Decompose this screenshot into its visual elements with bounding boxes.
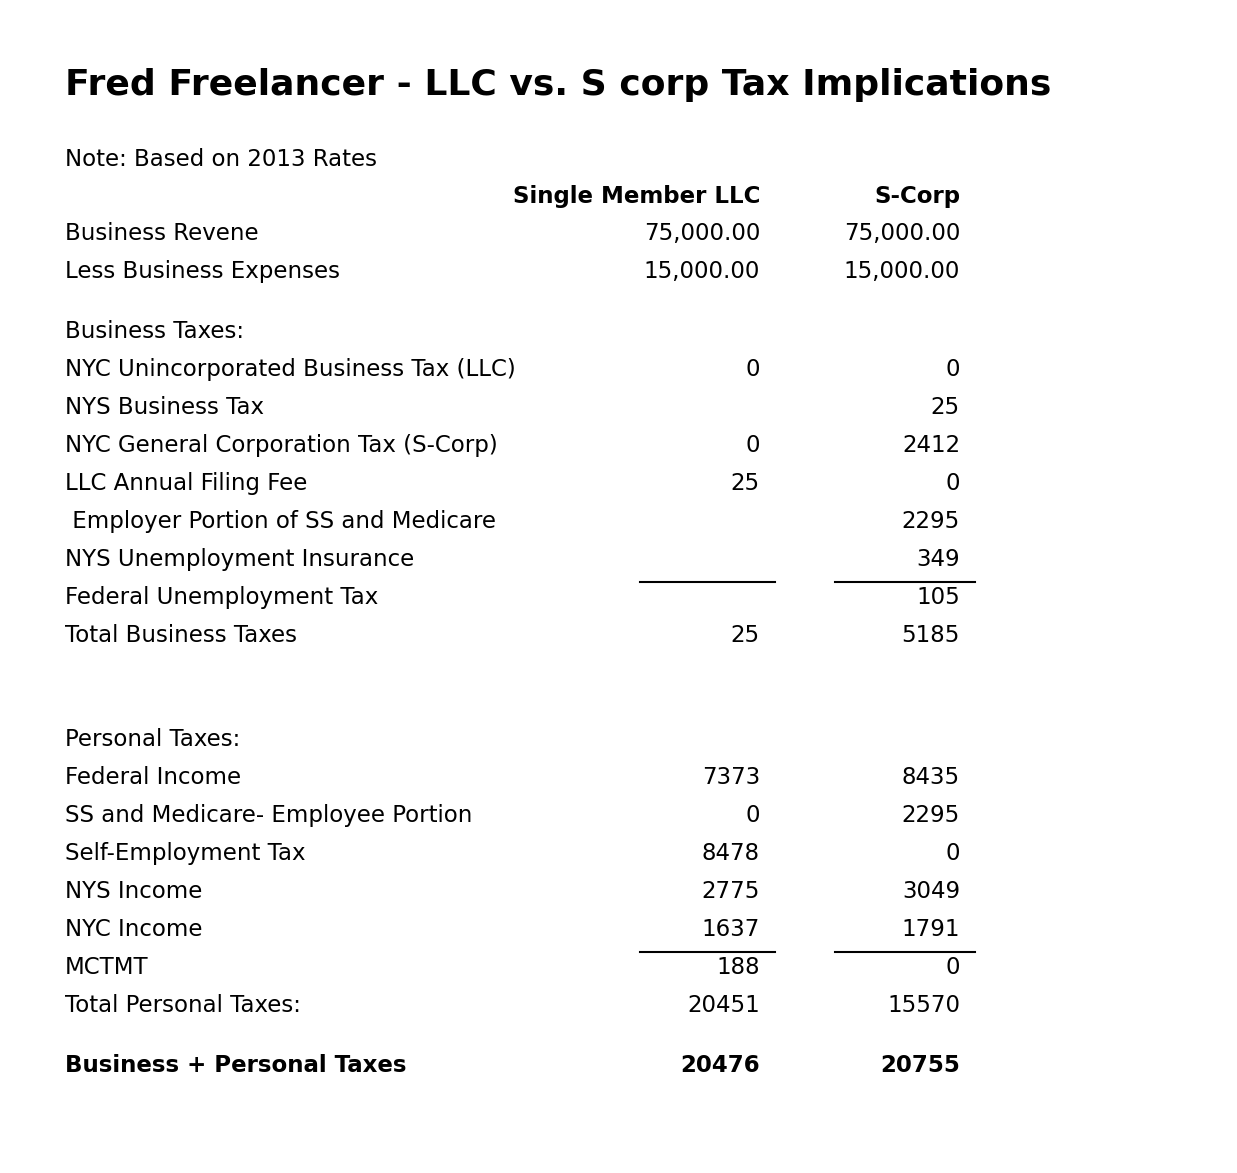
Text: 20755: 20755 bbox=[880, 1055, 960, 1077]
Text: 75,000.00: 75,000.00 bbox=[844, 222, 960, 245]
Text: Total Personal Taxes:: Total Personal Taxes: bbox=[66, 994, 301, 1017]
Text: 2412: 2412 bbox=[902, 434, 960, 457]
Text: 0: 0 bbox=[945, 956, 960, 979]
Text: NYC Income: NYC Income bbox=[66, 918, 203, 941]
Text: Federal Income: Federal Income bbox=[66, 766, 241, 789]
Text: NYS Unemployment Insurance: NYS Unemployment Insurance bbox=[66, 548, 414, 571]
Text: Note: Based on 2013 Rates: Note: Based on 2013 Rates bbox=[66, 148, 377, 171]
Text: Business Revene: Business Revene bbox=[66, 222, 259, 245]
Text: 0: 0 bbox=[945, 472, 960, 495]
Text: 25: 25 bbox=[731, 472, 760, 495]
Text: 1637: 1637 bbox=[701, 918, 760, 941]
Text: 75,000.00: 75,000.00 bbox=[643, 222, 760, 245]
Text: S-Corp: S-Corp bbox=[873, 185, 960, 208]
Text: 0: 0 bbox=[945, 358, 960, 381]
Text: LLC Annual Filing Fee: LLC Annual Filing Fee bbox=[66, 472, 307, 495]
Text: 0: 0 bbox=[746, 358, 760, 381]
Text: NYC Unincorporated Business Tax (LLC): NYC Unincorporated Business Tax (LLC) bbox=[66, 358, 516, 381]
Text: Less Business Expenses: Less Business Expenses bbox=[66, 260, 340, 283]
Text: 0: 0 bbox=[746, 434, 760, 457]
Text: 2775: 2775 bbox=[701, 880, 760, 903]
Text: 2295: 2295 bbox=[902, 804, 960, 827]
Text: NYS Income: NYS Income bbox=[66, 880, 203, 903]
Text: 2295: 2295 bbox=[902, 510, 960, 533]
Text: 3049: 3049 bbox=[902, 880, 960, 903]
Text: Fred Freelancer - LLC vs. S corp Tax Implications: Fred Freelancer - LLC vs. S corp Tax Imp… bbox=[66, 68, 1051, 102]
Text: 349: 349 bbox=[917, 548, 960, 571]
Text: Employer Portion of SS and Medicare: Employer Portion of SS and Medicare bbox=[66, 510, 496, 533]
Text: 15,000.00: 15,000.00 bbox=[643, 260, 760, 283]
Text: Business + Personal Taxes: Business + Personal Taxes bbox=[66, 1055, 407, 1077]
Text: Single Member LLC: Single Member LLC bbox=[512, 185, 760, 208]
Text: NYC General Corporation Tax (S-Corp): NYC General Corporation Tax (S-Corp) bbox=[66, 434, 497, 457]
Text: 20451: 20451 bbox=[688, 994, 760, 1017]
Text: 25: 25 bbox=[731, 624, 760, 647]
Text: 25: 25 bbox=[931, 396, 960, 419]
Text: Self-Employment Tax: Self-Employment Tax bbox=[66, 842, 306, 865]
Text: NYS Business Tax: NYS Business Tax bbox=[66, 396, 263, 419]
Text: 8435: 8435 bbox=[902, 766, 960, 789]
Text: Federal Unemployment Tax: Federal Unemployment Tax bbox=[66, 586, 379, 609]
Text: 7373: 7373 bbox=[701, 766, 760, 789]
Text: 0: 0 bbox=[746, 804, 760, 827]
Text: 0: 0 bbox=[945, 842, 960, 865]
Text: 15,000.00: 15,000.00 bbox=[844, 260, 960, 283]
Text: 15570: 15570 bbox=[887, 994, 960, 1017]
Text: 188: 188 bbox=[716, 956, 760, 979]
Text: 1791: 1791 bbox=[902, 918, 960, 941]
Text: 20476: 20476 bbox=[680, 1055, 760, 1077]
Text: MCTMT: MCTMT bbox=[66, 956, 148, 979]
Text: 105: 105 bbox=[917, 586, 960, 609]
Text: Total Business Taxes: Total Business Taxes bbox=[66, 624, 297, 647]
Text: SS and Medicare- Employee Portion: SS and Medicare- Employee Portion bbox=[66, 804, 473, 827]
Text: 5185: 5185 bbox=[902, 624, 960, 647]
Text: Personal Taxes:: Personal Taxes: bbox=[66, 728, 240, 751]
Text: Business Taxes:: Business Taxes: bbox=[66, 320, 244, 343]
Text: 8478: 8478 bbox=[701, 842, 760, 865]
